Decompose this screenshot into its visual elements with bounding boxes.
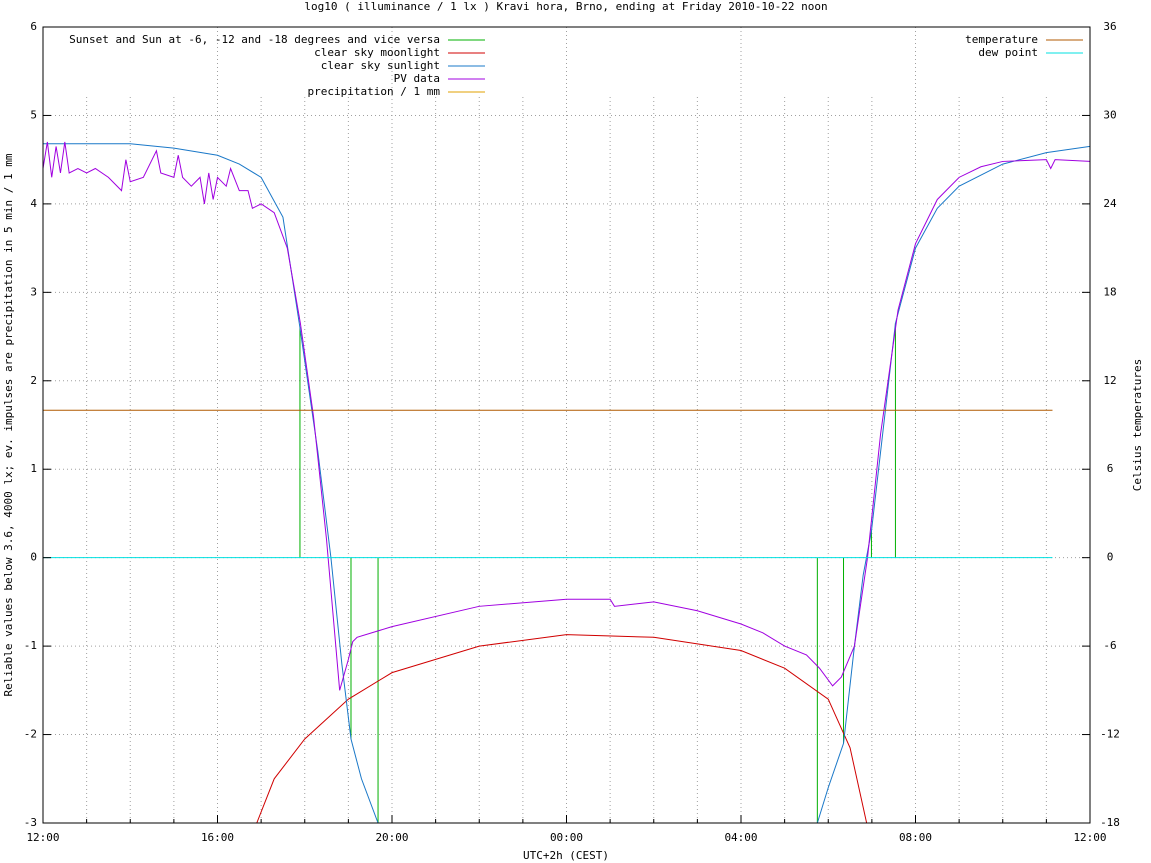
y-tick-label: -1 [24, 639, 37, 652]
y-tick-label: 1 [30, 462, 37, 475]
chart-title: log10 ( illuminance / 1 lx ) Kravi hora,… [304, 0, 827, 13]
series-line [43, 141, 1090, 691]
x-tick-label: 12:00 [1073, 831, 1106, 844]
y-axis-label: Reliable values below 3.6, 4000 lx; ev. … [2, 153, 15, 696]
legend-label: clear sky sunlight [321, 59, 440, 72]
y-tick-label: 2 [30, 374, 37, 387]
x-tick-label: 08:00 [899, 831, 932, 844]
y-tick-label: 4 [30, 197, 37, 210]
y2-tick-label: 12 [1103, 374, 1116, 387]
y2-tick-label: 0 [1107, 551, 1114, 564]
y-tick-label: 6 [30, 20, 37, 33]
y2-tick-label: 36 [1103, 20, 1116, 33]
legend-label: dew point [978, 46, 1038, 59]
y-tick-label: -3 [24, 816, 37, 829]
legend-label: temperature [965, 33, 1038, 46]
y-tick-label: 0 [30, 551, 37, 564]
series-line [256, 634, 868, 823]
x-axis-label: UTC+2h (CEST) [523, 849, 609, 862]
legend-label: clear sky moonlight [314, 46, 440, 59]
legend-label: Sunset and Sun at -6, -12 and -18 degree… [69, 33, 440, 46]
y2-tick-label: -18 [1100, 816, 1120, 829]
x-tick-label: 04:00 [724, 831, 757, 844]
plot-area [43, 141, 1090, 823]
y2-tick-label: -6 [1103, 639, 1116, 652]
x-tick-label: 16:00 [201, 831, 234, 844]
y2-tick-label: 30 [1103, 108, 1116, 121]
legend-label: precipitation / 1 mm [308, 85, 441, 98]
grid-layer [42, 26, 1091, 824]
y2-tick-label: 6 [1107, 462, 1114, 475]
series-line [43, 143, 1090, 823]
x-tick-label: 12:00 [26, 831, 59, 844]
y-tick-label: 3 [30, 285, 37, 298]
x-tick-label: 20:00 [375, 831, 408, 844]
legend: Sunset and Sun at -6, -12 and -18 degree… [69, 33, 1083, 98]
y-tick-label: -2 [24, 728, 37, 741]
x-tick-label: 00:00 [550, 831, 583, 844]
y2-tick-label: 18 [1103, 285, 1116, 298]
y2-tick-label: 24 [1103, 197, 1117, 210]
y-tick-label: 5 [30, 108, 37, 121]
y2-tick-label: -12 [1100, 728, 1120, 741]
y2-axis-label: Celsius temperatures [1131, 359, 1144, 491]
legend-label: PV data [394, 72, 440, 85]
